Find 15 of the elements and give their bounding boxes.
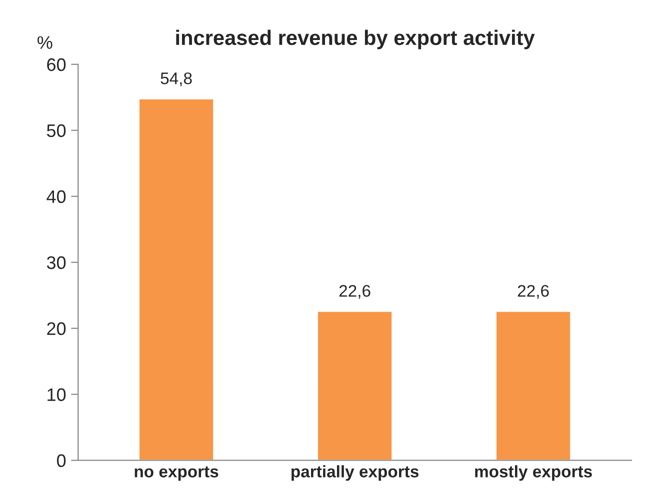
y-axis-title: % <box>38 36 52 49</box>
text: 54,8 <box>160 72 192 86</box>
text: 22,6 <box>518 284 549 299</box>
y-tick-label: 0 <box>56 454 66 468</box>
y-tick-label: 60 <box>47 58 66 72</box>
y-tick-label: 30 <box>46 256 66 270</box>
x-tick-label: partially exports <box>292 465 418 481</box>
y-tick-label: 10 <box>48 388 66 402</box>
y-tick-label: 50 <box>46 124 66 138</box>
y-tick-label: 20 <box>47 322 66 336</box>
chart-title: increased revenue by export activity <box>176 30 535 50</box>
text: 22,6 <box>339 284 370 299</box>
x-tick-label: mostly exports <box>475 465 592 481</box>
x-tick-label: no exports <box>134 466 218 481</box>
y-tick-label: 40 <box>46 190 66 204</box>
